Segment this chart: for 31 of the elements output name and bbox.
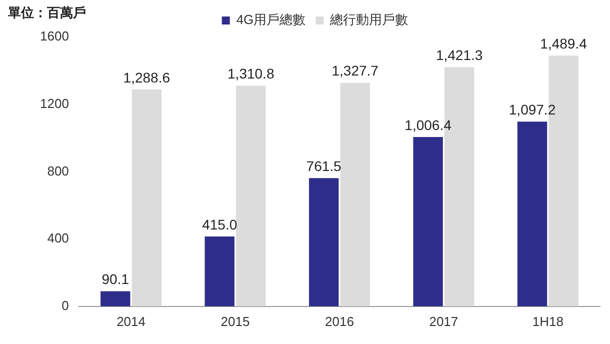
bar — [132, 89, 162, 306]
y-tick-label: 800 — [47, 163, 69, 178]
data-label: 1,097.2 — [508, 102, 556, 118]
y-tick-label: 400 — [47, 230, 69, 246]
x-tick-label: 2016 — [325, 314, 354, 329]
data-label: 1,421.3 — [436, 46, 483, 63]
data-label: 90.1 — [102, 271, 130, 288]
data-label: 1,489.4 — [540, 35, 588, 52]
data-label: 415.0 — [202, 216, 238, 232]
data-label: 1,288.6 — [123, 69, 170, 86]
y-axis-title: 單位：百萬戶 — [8, 4, 86, 22]
legend-label: 總行動用戶數 — [329, 12, 408, 28]
data-label: 761.5 — [306, 158, 342, 174]
data-label: 1,327.7 — [332, 62, 379, 79]
data-label: 1,310.8 — [228, 66, 274, 82]
y-tick-label: 0 — [62, 298, 69, 313]
data-label: 1,006.4 — [404, 116, 452, 133]
x-tick-label: 2014 — [116, 314, 146, 329]
x-tick-label: 1H18 — [532, 314, 564, 329]
x-tick-label: 2017 — [429, 314, 458, 329]
bar — [413, 136, 443, 306]
y-tick-label: 1200 — [40, 96, 69, 111]
x-tick-label: 2015 — [220, 314, 250, 329]
bar — [204, 236, 234, 306]
bar — [340, 82, 370, 306]
legend-label: 4G用戶總數 — [236, 12, 306, 28]
bar — [517, 122, 548, 306]
bar — [100, 291, 130, 306]
y-tick-label: 1600 — [40, 28, 69, 44]
bar — [308, 178, 339, 306]
bar — [236, 86, 266, 306]
